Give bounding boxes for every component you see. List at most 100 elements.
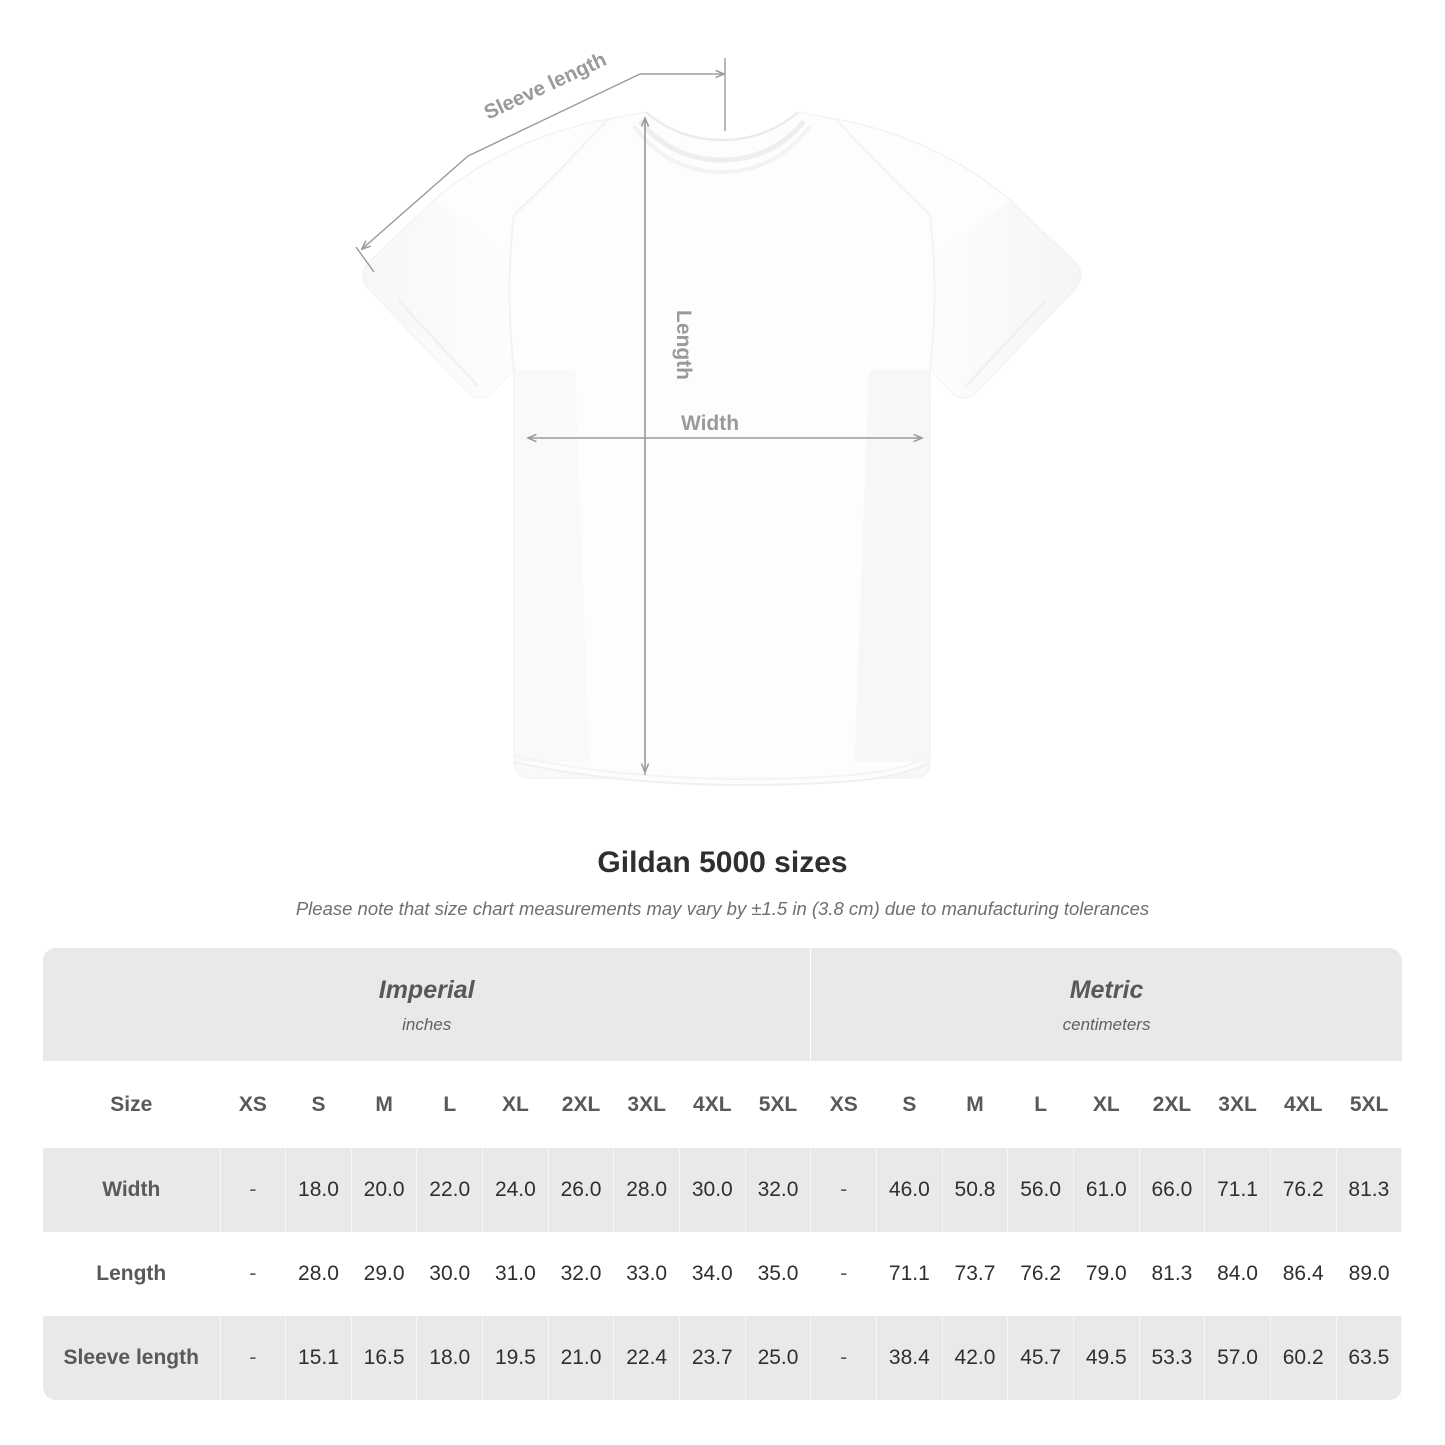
cell-sleeve-length-metric-2xl: 53.3	[1139, 1316, 1206, 1400]
cell-sleeve-length-metric-3xl: 57.0	[1204, 1316, 1271, 1400]
cell-sleeve-length-imperial-2xl: 21.0	[548, 1316, 615, 1400]
unit-group-subtitle: inches	[402, 1014, 452, 1034]
cell-sleeve-length-imperial-s: 15.1	[285, 1316, 352, 1400]
length-annotation: Length	[645, 118, 695, 775]
row-label-sleeve-length: Sleeve length	[43, 1316, 221, 1400]
column-header-metric-5xl: 5XL	[1336, 1061, 1402, 1148]
table-row: Sleeve length -15.1 16.5 18.0 19.5 21.0 22.4 23…	[43, 1316, 1403, 1400]
cell-sleeve-length-metric-m: 42.0	[942, 1316, 1009, 1400]
cell-width-imperial-4xl: 30.0	[679, 1148, 746, 1232]
column-header-imperial-xs: XS	[220, 1061, 287, 1148]
cell-length-metric-5xl: 89.0	[1336, 1232, 1402, 1316]
column-header-imperial-xl: XL	[482, 1061, 549, 1148]
cell-width-metric-3xl: 71.1	[1204, 1148, 1271, 1232]
cell-length-imperial-4xl: 34.0	[679, 1232, 746, 1316]
unit-group-imperial: Imperial inches	[43, 948, 812, 1061]
chart-heading-block: Gildan 5000 sizes Please note that size …	[0, 845, 1445, 921]
unit-group-metric: Metric centimeters	[810, 948, 1402, 1061]
column-header-imperial-m: M	[351, 1061, 418, 1148]
cell-sleeve-length-metric-s: 38.4	[876, 1316, 943, 1400]
cell-length-metric-xl: 79.0	[1073, 1232, 1140, 1316]
cell-sleeve-length-imperial-4xl: 23.7	[679, 1316, 746, 1400]
cell-sleeve-length-imperial-l: 18.0	[416, 1316, 484, 1400]
cell-sleeve-length-metric-4xl: 60.2	[1270, 1316, 1337, 1400]
cell-width-metric-4xl: 76.2	[1270, 1148, 1337, 1232]
size-table-container: Imperial inches Metric centimeters Size XS S M L…	[43, 948, 1403, 1400]
column-header-imperial-5xl: 5XL	[745, 1061, 812, 1148]
cell-length-metric-3xl: 84.0	[1204, 1232, 1271, 1316]
cell-length-metric-l: 76.2	[1007, 1232, 1074, 1316]
column-header-imperial-s: S	[285, 1061, 352, 1148]
cell-length-imperial-2xl: 32.0	[548, 1232, 615, 1316]
tshirt-measurement-diagram: Sleeve length Length Width	[355, 48, 1082, 787]
table-header-row: Size XS S M L XL 2XL 3XL 4XL 5XL XS S M L XL 2XL 3XL 4XL 5…	[43, 1061, 1402, 1148]
width-label: Width	[681, 412, 739, 435]
column-header-metric-xl: XL	[1073, 1061, 1140, 1148]
cell-width-metric-l: 56.0	[1007, 1148, 1074, 1232]
cell-length-imperial-xs: -	[220, 1232, 287, 1316]
cell-length-imperial-l: 30.0	[416, 1232, 484, 1316]
sleeve-arrow-left	[362, 155, 469, 249]
cell-sleeve-length-imperial-m: 16.5	[351, 1316, 418, 1400]
column-header-metric-2xl: 2XL	[1139, 1061, 1206, 1148]
width-annotation: Width	[528, 412, 922, 438]
unit-group-subtitle: centimeters	[1062, 1014, 1151, 1034]
column-header-metric-xs: XS	[810, 1061, 878, 1148]
column-header-metric-l: L	[1007, 1061, 1074, 1148]
unit-group-name: Imperial	[378, 975, 475, 1004]
unit-group-name: Metric	[1069, 975, 1144, 1004]
sleeve-diagonal-upper	[467, 73, 641, 157]
cell-length-metric-xs: -	[810, 1232, 878, 1316]
sleeve-length-label: Sleeve length	[480, 48, 610, 125]
column-header-metric-m: M	[942, 1061, 1009, 1148]
cell-width-imperial-l: 22.0	[416, 1148, 484, 1232]
cell-width-metric-xl: 61.0	[1073, 1148, 1140, 1232]
column-header-metric-3xl: 3XL	[1204, 1061, 1271, 1148]
cell-sleeve-length-imperial-xs: -	[220, 1316, 287, 1400]
cell-length-imperial-xl: 31.0	[482, 1232, 549, 1316]
length-label: Length	[672, 310, 695, 380]
column-header-imperial-4xl: 4XL	[679, 1061, 746, 1148]
cell-length-metric-4xl: 86.4	[1270, 1232, 1337, 1316]
cell-width-imperial-xl: 24.0	[482, 1148, 549, 1232]
cell-sleeve-length-imperial-xl: 19.5	[482, 1316, 549, 1400]
column-header-imperial-l: L	[416, 1061, 484, 1148]
cell-width-metric-2xl: 66.0	[1139, 1148, 1206, 1232]
cell-sleeve-length-imperial-3xl: 22.4	[613, 1316, 680, 1400]
unit-band-row: Imperial inches Metric centimeters	[43, 948, 1402, 1061]
cell-length-imperial-s: 28.0	[285, 1232, 352, 1316]
cell-length-metric-m: 73.7	[942, 1232, 1009, 1316]
cell-length-imperial-5xl: 35.0	[745, 1232, 812, 1316]
cell-width-imperial-s: 18.0	[285, 1148, 352, 1232]
cell-width-imperial-2xl: 26.0	[548, 1148, 615, 1232]
table-row: Length -28.0 29.0 30.0 31.0 32.0 33.0 34.0 35.0-…	[43, 1232, 1402, 1316]
cell-sleeve-length-metric-5xl: 63.5	[1336, 1316, 1403, 1400]
cell-length-metric-s: 71.1	[876, 1232, 943, 1316]
column-header-imperial-2xl: 2XL	[548, 1061, 615, 1148]
cell-length-metric-2xl: 81.3	[1139, 1232, 1206, 1316]
cell-sleeve-length-metric-xl: 49.5	[1073, 1316, 1140, 1400]
sleeve-end-tick	[355, 246, 375, 273]
cell-length-imperial-m: 29.0	[351, 1232, 418, 1316]
size-chart-table: Imperial inches Metric centimeters Size XS S M L…	[43, 948, 1403, 1400]
cell-length-imperial-3xl: 33.0	[613, 1232, 680, 1316]
cell-sleeve-length-imperial-5xl: 25.0	[745, 1316, 812, 1400]
column-header-imperial-3xl: 3XL	[613, 1061, 680, 1148]
page-title: Gildan 5000 sizes	[597, 846, 848, 879]
cell-width-metric-m: 50.8	[942, 1148, 1009, 1232]
cell-sleeve-length-metric-xs: -	[810, 1316, 878, 1400]
tolerance-note: Please note that size chart measurements…	[295, 898, 1150, 919]
cell-width-imperial-m: 20.0	[351, 1148, 418, 1232]
cell-width-imperial-5xl: 32.0	[745, 1148, 812, 1232]
cell-width-imperial-3xl: 28.0	[613, 1148, 680, 1232]
cell-width-metric-xs: -	[810, 1148, 878, 1232]
tshirt-silhouette	[362, 111, 1082, 787]
row-label-length: Length	[43, 1232, 221, 1316]
cell-width-metric-5xl: 81.3	[1336, 1148, 1403, 1232]
table-row: Width -18.0 20.0 22.0 24.0 26.0 28.0 30.0 32.0-4…	[43, 1148, 1403, 1232]
column-header-size: Size	[43, 1061, 221, 1148]
cell-width-metric-s: 46.0	[876, 1148, 943, 1232]
column-header-metric-4xl: 4XL	[1270, 1061, 1337, 1148]
cell-width-imperial-xs: -	[220, 1148, 287, 1232]
